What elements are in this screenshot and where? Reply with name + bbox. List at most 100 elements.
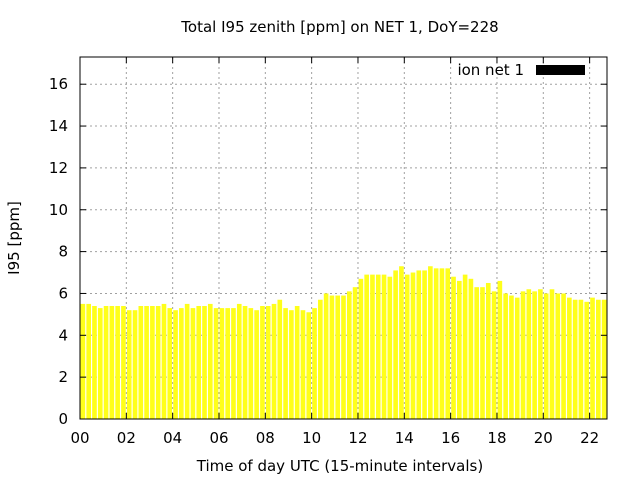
bar [121, 306, 126, 419]
bar [150, 306, 155, 419]
chart-title: Total I95 zenith [ppm] on NET 1, DoY=228 [180, 18, 498, 36]
bar [289, 310, 294, 419]
bar [248, 308, 254, 419]
bar [584, 301, 590, 419]
y-tick-label: 12 [49, 159, 68, 177]
y-tick-label: 4 [58, 326, 68, 344]
bar [202, 306, 207, 419]
bar [260, 306, 265, 419]
bar [86, 303, 92, 419]
bar [196, 306, 202, 419]
bar [561, 293, 566, 419]
bar [132, 310, 138, 419]
x-tick-label: 02 [117, 429, 136, 447]
bar [404, 274, 410, 419]
bar [428, 266, 433, 419]
bar [567, 297, 572, 419]
bar [225, 308, 230, 419]
y-tick-label: 6 [58, 284, 68, 302]
bar [370, 274, 375, 419]
ticks [79, 57, 607, 420]
bar [294, 306, 300, 419]
bar [283, 308, 288, 419]
bar [155, 306, 161, 419]
bar [514, 297, 520, 419]
bar [323, 293, 329, 419]
bar [375, 274, 381, 419]
bar [346, 291, 352, 419]
bar [318, 299, 323, 419]
x-axis-label: Time of day UTC (15-minute intervals) [196, 457, 483, 475]
bar [219, 308, 225, 419]
bar [306, 312, 312, 419]
y-tick-label: 2 [58, 368, 68, 386]
bar [358, 278, 364, 419]
y-tick-label: 16 [49, 75, 68, 93]
y-tick-label: 10 [49, 201, 68, 219]
bar [468, 278, 474, 419]
bar [532, 291, 537, 419]
x-tick-label: 14 [395, 429, 414, 447]
bar [341, 295, 346, 419]
legend: ion net 1 [457, 61, 585, 79]
y-tick-labels: 0 2 4 6 8 10 12 14 16 [49, 75, 68, 428]
y-tick-label: 8 [58, 243, 68, 261]
bar [352, 287, 358, 419]
bar [410, 272, 416, 419]
bar [601, 299, 607, 419]
bar [173, 310, 178, 419]
bar [265, 306, 271, 419]
bar [439, 268, 445, 419]
bar [445, 268, 451, 419]
bar [497, 280, 503, 419]
bar [578, 299, 584, 419]
bars [80, 266, 607, 419]
bar [213, 308, 219, 419]
x-tick-label: 10 [302, 429, 321, 447]
bar [242, 306, 248, 419]
bar [312, 308, 317, 419]
bar [572, 299, 578, 419]
bar [97, 308, 103, 419]
y-tick-label: 14 [49, 117, 68, 135]
bar [115, 306, 120, 419]
bar [207, 303, 213, 419]
bar [190, 308, 196, 419]
bar [433, 268, 439, 419]
bar [254, 310, 259, 419]
y-tick-label: 0 [58, 410, 68, 428]
bar [526, 289, 532, 419]
bar [300, 310, 306, 419]
bar [509, 295, 514, 419]
bar [422, 270, 427, 419]
bar [167, 308, 173, 419]
plot-frame [79, 56, 608, 420]
bar [179, 308, 184, 419]
bar [231, 308, 236, 419]
x-tick-label: 22 [580, 429, 599, 447]
bar [335, 295, 341, 419]
bar [595, 299, 601, 419]
bar [480, 287, 485, 419]
x-tick-label: 06 [209, 429, 228, 447]
x-tick-label: 12 [348, 429, 367, 447]
bar [126, 310, 132, 419]
bar [399, 266, 404, 419]
bar [184, 303, 190, 419]
bar [457, 280, 462, 419]
x-tick-label: 16 [441, 429, 460, 447]
bar [138, 306, 144, 419]
legend-swatch [536, 65, 585, 75]
bar [543, 293, 549, 419]
bar [549, 289, 555, 419]
bar [520, 291, 526, 419]
bar [503, 293, 508, 419]
bar [485, 282, 491, 419]
bar [451, 276, 456, 419]
bar [109, 306, 115, 419]
x-tick-labels: 00 02 04 06 08 10 12 14 16 18 20 22 [70, 429, 599, 447]
bar [329, 295, 335, 419]
bar [555, 293, 561, 419]
bar [364, 274, 369, 419]
x-tick-label: 20 [534, 429, 553, 447]
